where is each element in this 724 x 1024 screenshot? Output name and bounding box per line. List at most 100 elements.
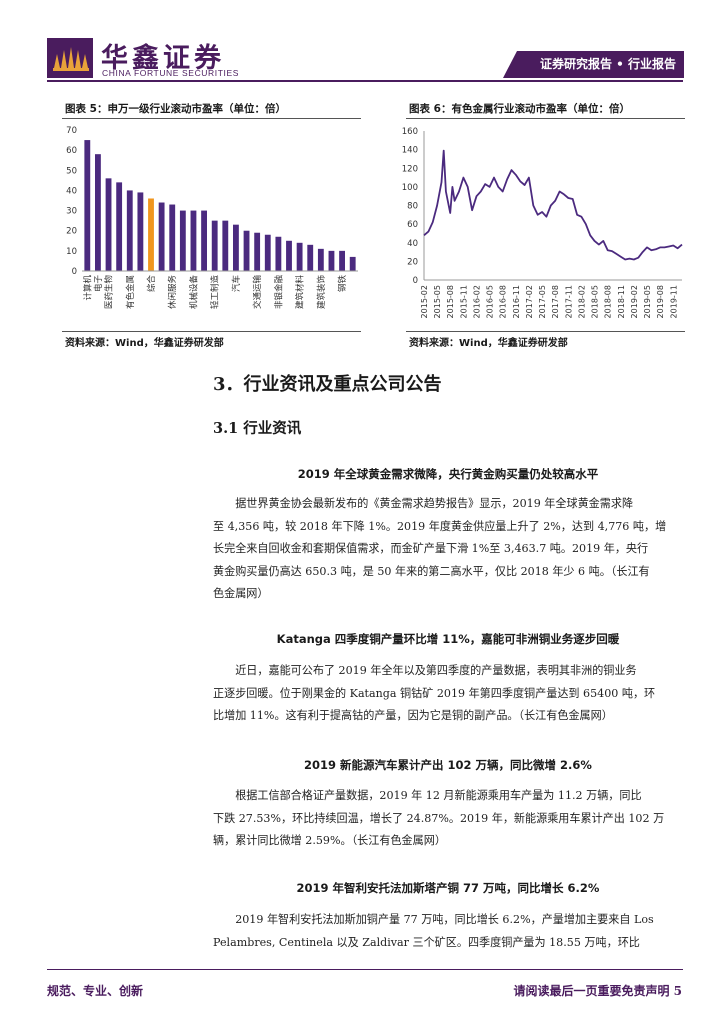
bar — [328, 250, 335, 271]
y-tick-label: 0 — [413, 276, 418, 286]
x-tick-label: 2016-08 — [499, 285, 508, 318]
paragraph-line: 长完全来自回收金和套期保值需求，而金矿产量下滑 1%至 3,463.7 吨。20… — [213, 542, 649, 555]
bar — [264, 234, 271, 271]
y-tick-label: 140 — [402, 146, 418, 156]
x-tick-label: 交通运输 — [252, 275, 263, 310]
bar — [296, 242, 303, 271]
bar — [254, 232, 261, 271]
bar — [349, 256, 356, 271]
bar — [126, 190, 133, 271]
figure6-bottom-rule — [406, 331, 685, 332]
y-tick-label: 100 — [402, 183, 418, 193]
news-paragraph: 根据工信部合格证产量数据，2019 年 12 月新能源乘用车产量为 11.2 万… — [213, 785, 691, 853]
paragraph-line: 正逐步回暖。位于刚果金的 Katanga 铜钴矿 2019 年第四季度铜产量达到… — [213, 686, 656, 700]
y-tick-label: 50 — [66, 166, 77, 176]
news-paragraph: 2019 年智利安托法加斯加铜产量 77 万吨，同比增长 6.2%，产量增加主要… — [213, 909, 691, 954]
paragraph-line: 黄金购买量仍高达 650.3 吨，是 50 年来的第二高水平，仅比 2018 年… — [213, 564, 650, 578]
y-tick-label: 120 — [402, 164, 418, 174]
figure6-top-rule — [406, 118, 685, 119]
bar — [317, 248, 324, 271]
y-tick-label: 10 — [66, 247, 77, 257]
x-tick-label: 轻工制造 — [210, 275, 221, 310]
news-headline: 2019 年智利安托法加斯塔产铜 77 万吨，同比增长 6.2% — [296, 881, 600, 895]
y-tick-label: 30 — [66, 207, 77, 217]
x-tick-label: 休闲服务 — [167, 275, 178, 310]
series-line — [423, 149, 683, 261]
bar — [169, 204, 176, 271]
x-tick-label: 2018-11 — [617, 285, 626, 318]
x-tick-label: 2018-05 — [591, 285, 600, 318]
y-tick-label: 160 — [402, 127, 418, 137]
section-title: 3．行业资讯及重点公司公告 — [213, 374, 442, 395]
bar — [211, 220, 218, 271]
x-tick-label: 2018-08 — [604, 285, 613, 318]
footer-slogan: 规范、专业、创新 — [47, 984, 144, 998]
paragraph-line: 近日，嘉能可公布了 2019 年全年以及第四季度的产量数据，表明其非洲的铜业务 — [213, 664, 637, 677]
x-tick-label: 医药生物 — [104, 275, 115, 310]
figure6-title: 图表 6：有色金属行业滚动市盈率（单位：倍） — [409, 103, 630, 115]
bar — [222, 220, 229, 271]
y-tick-label: 70 — [66, 126, 77, 136]
paragraph-line: 2019 年智利安托法加斯加铜产量 77 万吨，同比增长 6.2%，产量增加主要… — [213, 913, 654, 926]
x-tick-label: 2015-08 — [446, 285, 455, 318]
news-paragraph: 近日，嘉能可公布了 2019 年全年以及第四季度的产量数据，表明其非洲的铜业务 … — [213, 660, 691, 728]
bar — [105, 178, 112, 271]
header-divider — [47, 80, 683, 82]
bar — [307, 244, 314, 271]
x-tick-label: 2019-11 — [669, 285, 678, 318]
y-tick-label: 80 — [407, 202, 418, 212]
x-tick-label: 2017-08 — [551, 285, 560, 318]
figure6-line-chart: 0 20 40 60 80 100 120 140 160 2015-02 2015-05 2015-… — [402, 127, 683, 318]
y-tick-label: 40 — [407, 239, 418, 249]
footer-divider — [47, 969, 683, 970]
x-tick-label: 电子 — [93, 275, 104, 293]
figure5-top-rule — [62, 118, 361, 119]
x-tick-label: 2017-11 — [564, 285, 573, 318]
footer-disclaimer-page: 请阅读最后一页重要免责声明 5 — [513, 984, 682, 998]
paragraph-line: 辆，累计同比微增 2.59%。（长江有色金属网） — [213, 834, 446, 847]
bar — [243, 230, 250, 271]
paragraph-line: Pelambres, Centinela 以及 Zaldivar 三个矿区。四季… — [213, 935, 640, 949]
x-tick-label: 汽车 — [231, 275, 242, 292]
figure5-bar-chart: 0 10 20 30 40 50 60 70 计算机 电子 医药生物 有色金属 综合 休闲服务 机械设备 轻工… — [66, 126, 358, 310]
paragraph-line: 至 4,356 吨，较 2018 年下降 1%。2019 年度黄金供应量上升了 … — [213, 519, 667, 533]
y-tick-label: 60 — [66, 146, 77, 156]
figure5-bottom-rule — [62, 331, 361, 332]
bar — [275, 236, 282, 271]
report-type-tab: 证券研究报告 • 行业报告 — [503, 51, 684, 78]
paragraph-line: 比增加 11%。这有利于提高钴的产量，因为它是铜的副产品。（长江有色金属网） — [213, 709, 613, 722]
bar — [339, 250, 345, 271]
bar — [179, 210, 186, 271]
bar — [201, 210, 207, 271]
brand-name-en: CHINA FORTUNE SECURITIES — [102, 68, 240, 78]
news-paragraph: 据世界黄金协会最新发布的《黄金需求趋势报告》显示，2019 年全球黄金需求降 至… — [213, 493, 691, 606]
x-tick-label: 2015-02 — [420, 285, 429, 318]
x-tick-label: 2018-02 — [577, 285, 586, 318]
x-tick-label: 2019-08 — [656, 285, 665, 318]
paragraph-line: 根据工信部合格证产量数据，2019 年 12 月新能源乘用车产量为 11.2 万… — [213, 789, 642, 802]
brand-name-cn: 华鑫证券 — [101, 43, 225, 74]
y-tick-label: 60 — [407, 220, 418, 230]
x-tick-label: 建筑装饰 — [316, 275, 327, 310]
x-tick-label: 2016-05 — [486, 285, 495, 318]
x-tick-label: 非银金融 — [273, 275, 284, 310]
news-headline: 2019 新能源汽车累计产出 102 万辆，同比微增 2.6% — [304, 758, 592, 772]
bar — [190, 210, 197, 271]
x-tick-label: 2015-05 — [433, 285, 442, 318]
x-tick-label: 计算机 — [82, 275, 93, 301]
bar — [116, 182, 123, 271]
x-tick-label: 综合 — [146, 275, 157, 293]
paragraph-line: 下跌 27.53%，环比持续回温，增长了 24.87%。2019 年，新能源乘用… — [213, 811, 665, 825]
bar — [148, 198, 154, 271]
news-headline: 2019 年全球黄金需求微降，央行黄金购买量仍处较高水平 — [297, 467, 599, 481]
y-tick-label: 40 — [66, 186, 77, 196]
x-tick-label: 2019-05 — [643, 285, 652, 318]
y-tick-label: 0 — [72, 267, 77, 277]
y-tick-label: 20 — [407, 257, 418, 267]
bar — [286, 240, 292, 271]
bar — [95, 154, 101, 271]
bar — [84, 140, 91, 271]
paragraph-line: 色金属网） — [213, 587, 269, 600]
y-tick-label: 20 — [66, 227, 77, 237]
x-tick-label: 钢铁 — [337, 275, 348, 293]
